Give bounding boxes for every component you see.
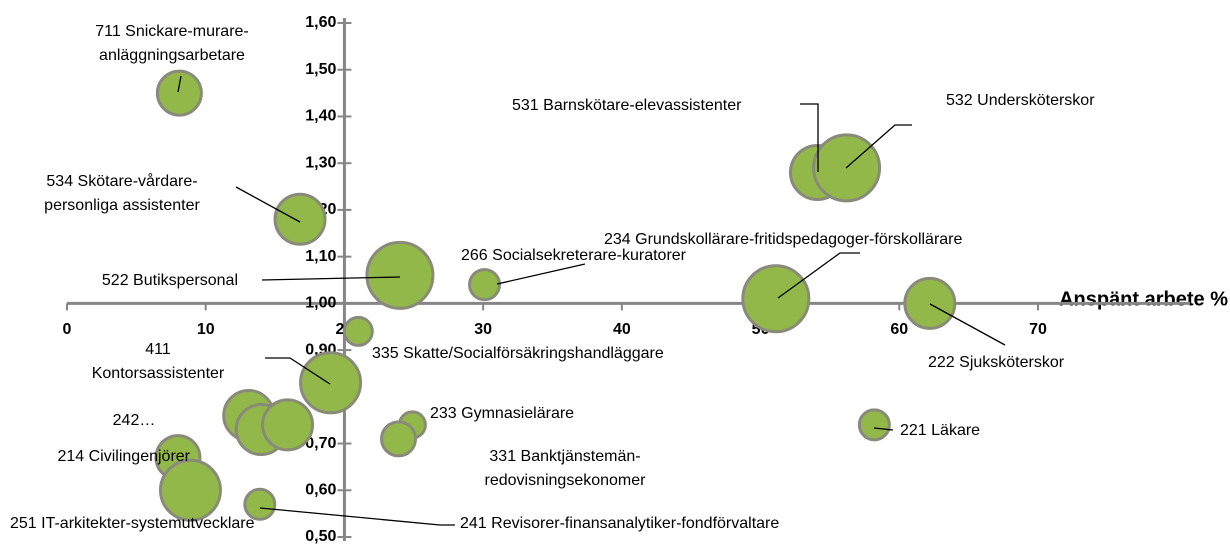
- bubble: [468, 268, 502, 302]
- leader-line: [845, 124, 912, 169]
- bubble: [155, 69, 203, 117]
- bubble-label: 531 Barnskötare-elevassistenter: [512, 97, 742, 114]
- bubble-label: 214 Civilingenjörer: [57, 448, 190, 465]
- bubble-label: 266 Socialsekreterare-kuratorer: [461, 247, 687, 264]
- x-tick-label: 40: [613, 321, 631, 338]
- bubble-label: 711 Snickare-murare-: [95, 23, 249, 40]
- leader-line: [261, 276, 401, 281]
- x-tick-label: 10: [197, 321, 215, 338]
- bubble: [342, 315, 374, 347]
- leader-line: [800, 103, 819, 172]
- y-tick-label: 0,50: [305, 528, 336, 545]
- y-tick-label: 0,70: [305, 435, 336, 452]
- y-tick-label: 1,40: [305, 108, 336, 125]
- x-axis-title: Anspänt arbete %: [1059, 288, 1228, 310]
- bubble: [158, 458, 222, 522]
- bubble: [261, 398, 315, 452]
- y-tick-label: 0,60: [305, 481, 336, 498]
- bubble-label: personliga assistenter: [44, 197, 200, 214]
- bubble: [741, 264, 811, 334]
- leader-line: [496, 263, 586, 285]
- x-tick-label: 70: [1029, 321, 1047, 338]
- bubble-label: 411: [145, 341, 171, 358]
- leader-line: [265, 357, 331, 385]
- y-tick-label: 1,50: [305, 61, 336, 78]
- leader-line: [177, 75, 182, 93]
- bubble: [365, 240, 435, 310]
- bubble: [857, 408, 891, 442]
- bubble-label: 522 Butikspersonal: [102, 272, 238, 289]
- bubble-label: 251 IT-arkitekter-systemutvecklare: [10, 515, 255, 532]
- bubble-label: 534 Skötare-vårdare-: [46, 172, 197, 190]
- bubble: [380, 420, 418, 458]
- bubble-label: Kontorsassistenter: [92, 365, 225, 382]
- x-tick-label: 0: [63, 321, 72, 338]
- bubble: [903, 276, 957, 330]
- x-tick-label: 30: [474, 321, 492, 338]
- leader-line: [929, 303, 1006, 346]
- y-tick-label: 1,60: [305, 14, 336, 31]
- bubble-label: 241 Revisorer-finansanalytiker-fondförva…: [460, 515, 779, 532]
- bubble-label: 234 Grundskollärare-fritidspedagoger-för…: [604, 231, 963, 248]
- bubble-label: 221 Läkare: [900, 422, 980, 439]
- bubble-label: 233 Gymnasielärare: [430, 405, 574, 422]
- bubble: [273, 192, 327, 246]
- x-tick-label: 60: [890, 321, 908, 338]
- leader-line: [777, 252, 860, 299]
- y-tick-label: 1,30: [305, 154, 336, 171]
- leader-line: [873, 427, 894, 431]
- bubble: [299, 351, 363, 415]
- bubble-label: 335 Skatte/Socialförsäkringshandläggare: [372, 345, 664, 362]
- leader-line: [259, 507, 455, 526]
- bubble-label: 222 Sjuksköterskor: [928, 354, 1065, 371]
- bubble-label: 242…: [113, 412, 156, 429]
- leader-line: [235, 186, 301, 223]
- bubble-label: anläggningsarbetare: [99, 47, 245, 64]
- bubble-label: redovisningsekonomer: [485, 472, 647, 489]
- bubble-label: 532 Undersköterskor: [946, 92, 1095, 109]
- bubble: [243, 487, 277, 521]
- bubble-label: 331 Banktjänstemän-: [489, 448, 640, 465]
- y-tick-label: 1,00: [305, 295, 336, 312]
- y-tick-label: 1,10: [305, 248, 336, 265]
